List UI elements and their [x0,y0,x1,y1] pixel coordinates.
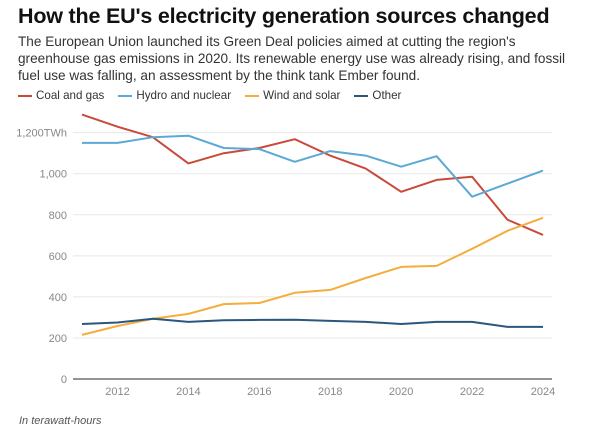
series-line-coal-and-gas [81,113,544,236]
gridlines [73,132,552,339]
y-tick-label: 400 [49,292,67,304]
series-line-other [81,317,543,328]
legend-item-hydro-nuclear: Hydro and nuclear [118,89,231,102]
series-lines [81,113,544,336]
legend-label-hydro-nuclear: Hydro and nuclear [136,89,232,102]
y-tick-label: 0 [61,374,67,386]
legend-swatch-other [354,94,369,97]
x-tick-label: 2014 [176,386,200,398]
legend: Coal and gas Hydro and nuclear Wind and … [18,89,415,102]
legend-label-coal-gas: Coal and gas [36,89,105,102]
legend-item-wind-solar: Wind and solar [245,89,340,102]
legend-swatch-coal-gas [18,94,32,97]
x-tick-label: 2012 [105,386,129,398]
y-tick-label: 1,000 [39,169,67,181]
units-note: In terawatt-hours [19,415,102,427]
y-tick-label: 800 [49,210,67,222]
x-tick-label: 2020 [389,386,413,398]
x-tick-label: 2016 [247,386,271,398]
y-axis-ticks: 0 200 400 600 800 1,000 1,200TWh [16,128,67,386]
y-tick-label: 1,200TWh [16,128,67,140]
x-tick-label: 2018 [318,386,342,398]
series-line-hydro-and-nuclear [82,134,544,198]
x-tick-label: 2022 [460,386,484,398]
chart-title: How the EU's electricity generation sour… [18,4,550,28]
legend-item-other: Other [354,89,401,102]
y-tick-label: 600 [49,251,67,263]
legend-label-wind-solar: Wind and solar [263,89,341,102]
legend-item-coal-gas: Coal and gas [18,89,104,102]
x-tick-label: 2024 [531,386,555,398]
series-line-wind-and-solar [81,216,544,336]
x-axis-ticks: 2012 2014 2016 2018 2020 2022 2024 [105,386,555,398]
legend-label-other: Other [372,89,402,102]
legend-swatch-wind-solar [245,94,260,97]
chart-subtitle: The European Union launched its Green De… [18,34,566,83]
y-tick-label: 200 [49,333,67,345]
legend-swatch-hydro-nuclear [118,94,133,97]
